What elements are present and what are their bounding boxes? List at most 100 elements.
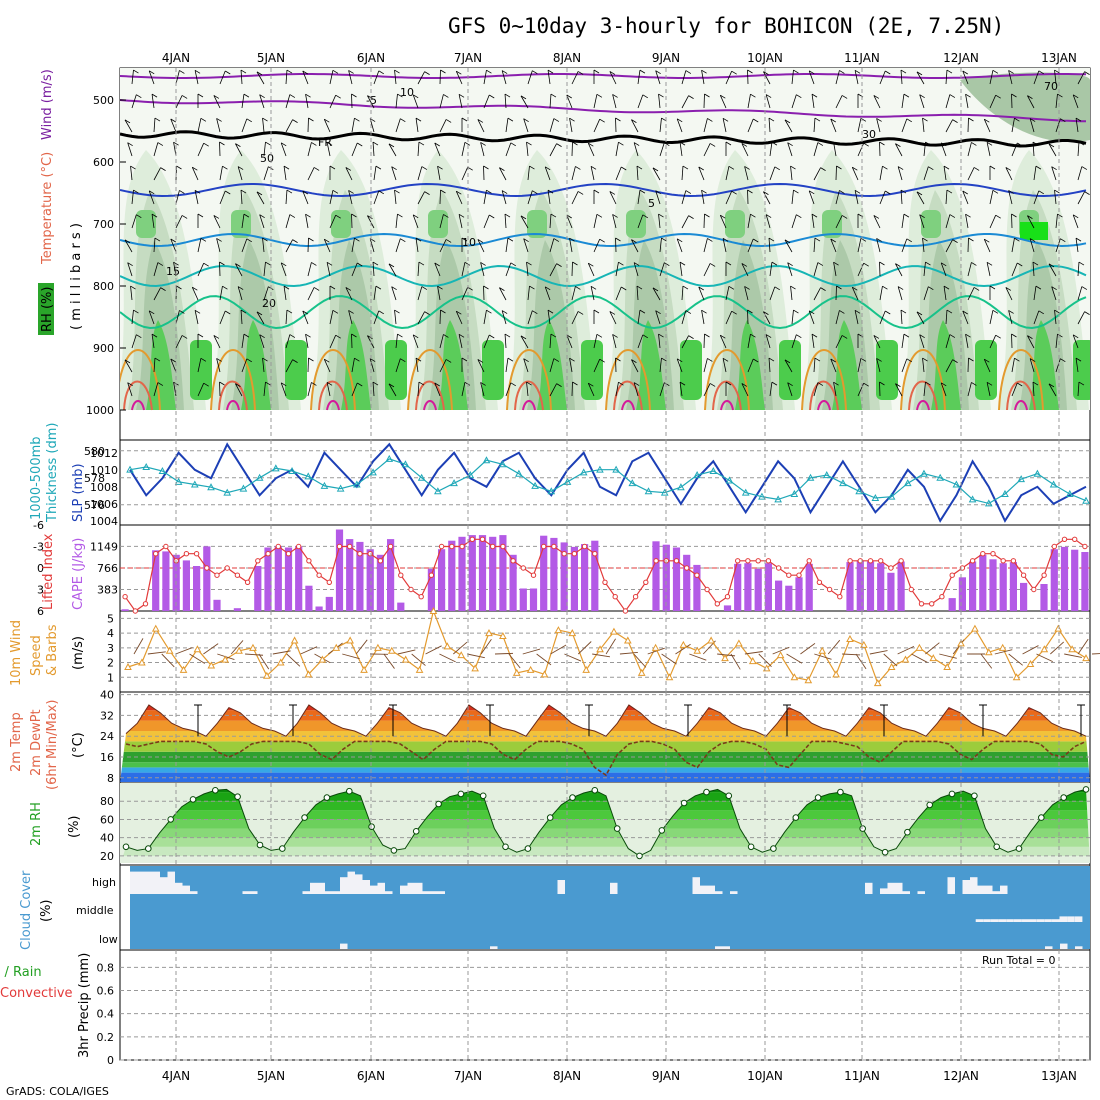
wind-barb-flag xyxy=(995,214,1001,219)
wind-barb xyxy=(153,287,161,301)
wind-barb-flag xyxy=(262,357,268,362)
wind-barb-flag xyxy=(796,94,802,99)
wind-barb-flag xyxy=(445,119,452,123)
rh2m-marker xyxy=(167,816,174,823)
wind-barb xyxy=(505,382,512,397)
cape-bar xyxy=(193,566,201,611)
wind-barb-flag xyxy=(897,286,904,290)
lifted-index-marker xyxy=(541,543,547,550)
wind-barb-flag xyxy=(863,142,869,147)
wind-barb xyxy=(549,143,557,157)
wind-barb-flag xyxy=(787,262,793,267)
wind-barb xyxy=(262,118,265,133)
wind-barb xyxy=(394,310,397,325)
wind-barb-flag xyxy=(203,262,209,267)
wind-barb xyxy=(1072,214,1079,229)
wind-barb-flag xyxy=(443,334,449,338)
thickness-marker xyxy=(255,473,264,481)
wind-barb-flag xyxy=(599,118,605,123)
cloud-bar-low xyxy=(722,946,730,949)
wind-barb-flag xyxy=(461,237,468,242)
wind10-barb xyxy=(355,639,368,655)
wind-barb xyxy=(940,142,947,157)
rh-shade-mid xyxy=(822,210,842,238)
wind-barb-flag xyxy=(895,263,901,267)
wind-barb-flag xyxy=(968,117,974,122)
wind-barb xyxy=(240,310,243,325)
wind-barb xyxy=(256,311,265,325)
wind-barb-flag xyxy=(639,69,646,74)
wind-barb xyxy=(483,214,490,229)
wind-barb-flag xyxy=(1060,358,1066,363)
wind-barb xyxy=(153,358,156,373)
wind-barb xyxy=(652,287,661,301)
thickness-left-labels: 1000-500mb Thickness (dm) SLP (mb) xyxy=(29,423,86,523)
slp-tick: 1004 xyxy=(90,515,118,528)
rh-shade-low xyxy=(1073,340,1090,400)
date-label-bottom: 7JAN xyxy=(454,1069,482,1083)
wind-barb xyxy=(348,310,353,325)
lifted-index-marker xyxy=(163,543,169,550)
wind-barb-flag xyxy=(154,357,161,362)
rh2m-marker xyxy=(859,825,867,832)
thickness-marker xyxy=(434,487,442,495)
wind-barb-flag xyxy=(599,238,605,243)
wind-barb xyxy=(1072,334,1079,349)
wind-barb-flag xyxy=(372,141,379,146)
date-label-top: 11JAN xyxy=(844,51,880,65)
wind10-marker xyxy=(290,636,299,644)
cape-bar xyxy=(529,588,538,611)
wind-barb-flag xyxy=(553,118,560,122)
wind-barb-flag xyxy=(553,238,560,242)
wind-barb xyxy=(415,118,419,133)
wind-barb-flag xyxy=(151,93,158,98)
wind-barb xyxy=(148,190,155,205)
temp2m-left-labels: 2m Temp 2m DewPt (6hr Min/Max) (°C) xyxy=(9,700,86,790)
wind-barb-flag xyxy=(741,383,748,387)
rh-shade-70 xyxy=(341,320,371,410)
wind-barb-flag xyxy=(677,358,683,363)
isotherm-30 xyxy=(514,380,544,411)
wind-barb xyxy=(504,214,507,229)
lifted-index-marker xyxy=(500,543,506,550)
wind-barb-flag xyxy=(467,286,473,291)
cape-bar xyxy=(325,596,333,611)
wind-barb-flag xyxy=(728,285,735,290)
wind-barb xyxy=(240,70,243,85)
wind-barb-flag xyxy=(418,141,425,146)
wind-barb xyxy=(835,310,840,325)
wind-barb-flag xyxy=(590,285,597,290)
wind-barb-flag xyxy=(962,70,968,75)
wind-barb xyxy=(962,70,969,85)
wind-barb xyxy=(741,143,749,157)
lifted-index-marker xyxy=(949,572,955,578)
wind-barb xyxy=(1033,310,1040,325)
wind-barb-flag xyxy=(747,309,753,314)
wind10-marker xyxy=(901,655,910,663)
wind-barb xyxy=(681,166,684,181)
wind-barb-flag xyxy=(203,142,209,147)
cape-bar xyxy=(295,546,303,611)
wind-barb-flag xyxy=(633,142,640,146)
wind10-marker xyxy=(1012,673,1021,681)
date-label-top: 8JAN xyxy=(553,51,581,65)
wind-barb xyxy=(175,310,180,325)
cape-bar xyxy=(509,554,517,611)
wind-barb xyxy=(417,262,420,277)
wind-barb xyxy=(637,310,641,325)
wind-barb xyxy=(329,70,334,85)
wind-barb xyxy=(833,382,837,397)
lifted-index-marker xyxy=(806,558,812,564)
wind-barb xyxy=(262,238,265,253)
wind-barb-flag xyxy=(179,70,185,74)
wind-barb xyxy=(329,310,334,325)
wind10-unit: (m/s) xyxy=(71,636,86,670)
rh2m-plot xyxy=(120,783,1090,863)
rh-shade-mid xyxy=(725,210,745,238)
cloud-bar-low xyxy=(1075,946,1083,949)
wind-barb-flag xyxy=(324,358,330,363)
wind-barb-flag xyxy=(225,70,231,75)
wind-barb xyxy=(612,214,617,229)
wind10-marker xyxy=(623,636,632,644)
wind-barb xyxy=(658,94,661,109)
